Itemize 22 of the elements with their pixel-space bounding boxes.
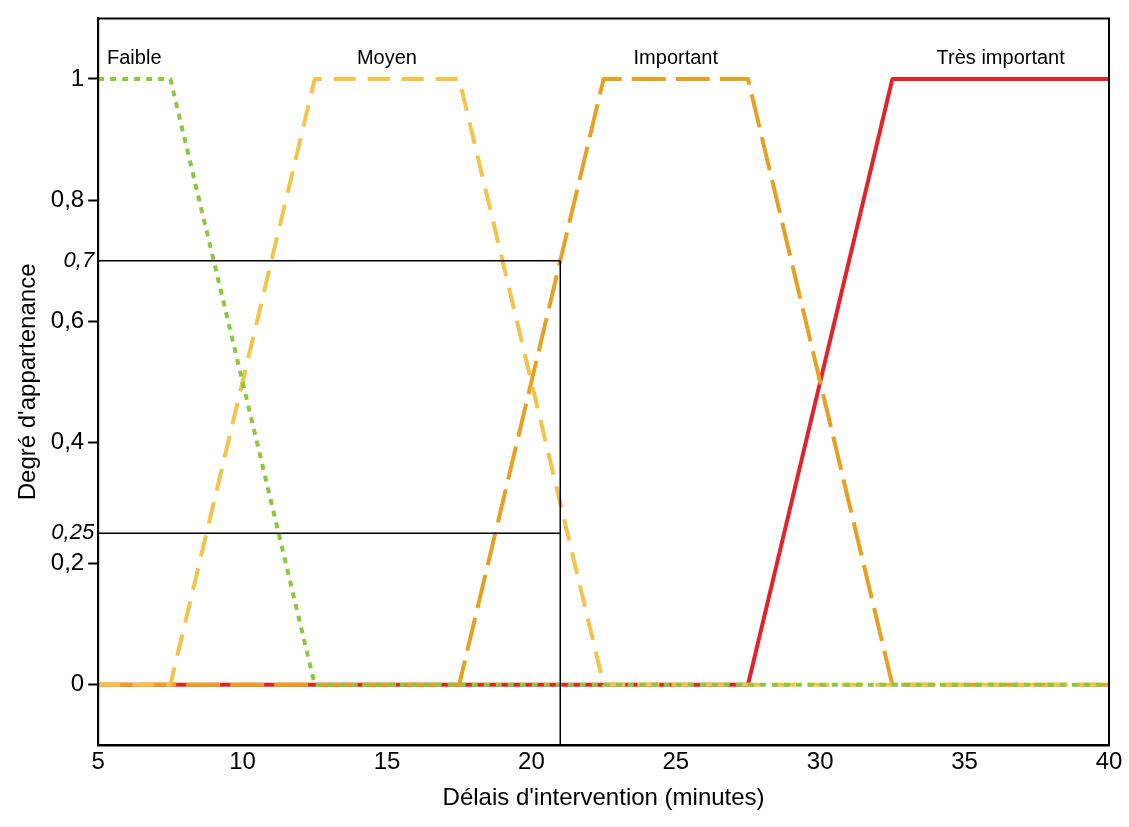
y-tick-label: 0,4 — [50, 427, 85, 455]
series-label: Très important — [936, 46, 1066, 69]
y-axis-title: Degré d'appartenance — [13, 263, 41, 501]
x-tick-label: 20 — [518, 747, 545, 775]
x-tick-label: 5 — [91, 747, 105, 775]
y-tick-label: 1 — [70, 63, 85, 91]
x-tick-label: 25 — [662, 747, 690, 775]
y-tick-label: 0,6 — [50, 305, 85, 333]
x-tick-label: 40 — [1095, 747, 1123, 775]
series-label: Faible — [107, 46, 162, 69]
y-tick-label: 0,2 — [50, 548, 85, 576]
x-axis-title: Délais d'intervention (minutes) — [442, 783, 765, 811]
series-label: Moyen — [356, 46, 417, 69]
x-tick-label: 10 — [229, 747, 256, 775]
y-tick-label: 0,8 — [50, 184, 85, 212]
ref-line-label: 0,7 — [63, 246, 95, 272]
x-tick-label: 15 — [373, 747, 401, 775]
ref-line-label: 0,25 — [51, 519, 95, 545]
x-tick-label: 30 — [806, 747, 834, 775]
x-tick-label: 35 — [951, 747, 978, 775]
series-label: Important — [633, 46, 719, 69]
y-tick-label: 0 — [70, 669, 85, 697]
